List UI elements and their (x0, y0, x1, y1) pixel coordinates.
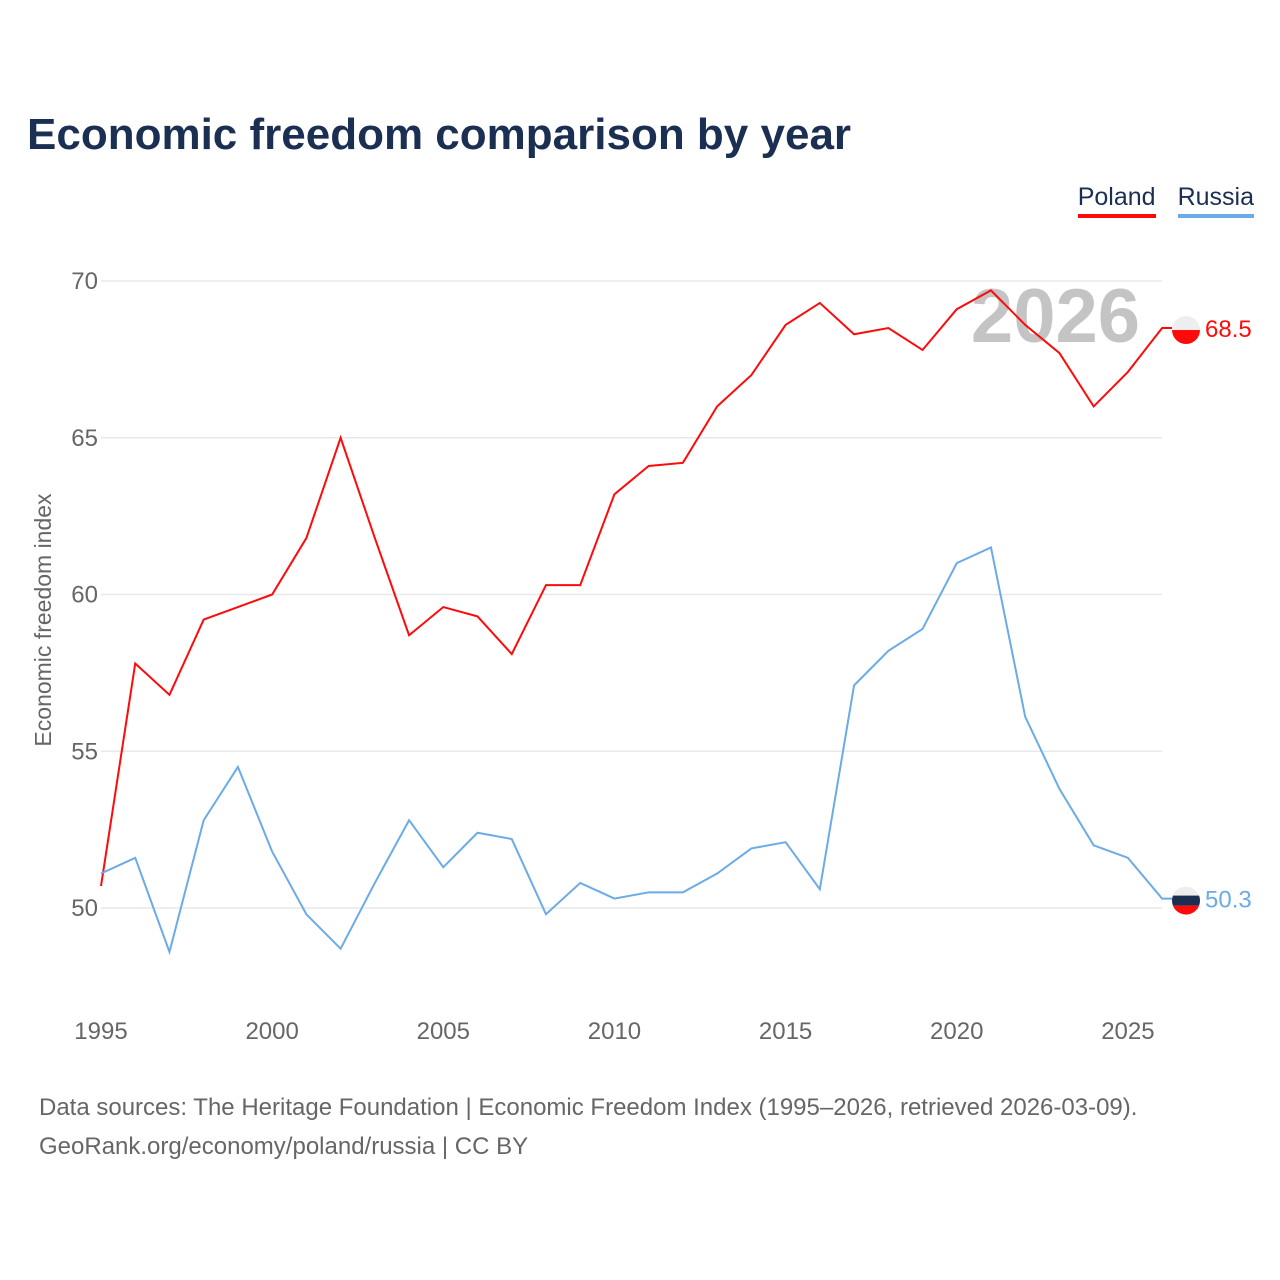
y-tick-label: 55 (71, 738, 98, 765)
data-point[interactable] (955, 561, 959, 565)
data-point[interactable] (1092, 843, 1096, 847)
data-point[interactable] (304, 536, 308, 540)
data-point[interactable] (647, 890, 651, 894)
data-point[interactable] (886, 326, 890, 330)
y-tick-label: 60 (71, 582, 98, 609)
x-tick-label: 2025 (1101, 1018, 1154, 1045)
flag-poland-icon (1172, 316, 1200, 345)
data-point[interactable] (989, 545, 993, 549)
x-tick-label: 2005 (417, 1018, 470, 1045)
data-point[interactable] (749, 846, 753, 850)
y-tick-label: 70 (71, 268, 98, 295)
data-point[interactable] (441, 865, 445, 869)
data-point[interactable] (1057, 351, 1061, 355)
y-tick-label: 65 (71, 425, 98, 452)
data-point[interactable] (1023, 323, 1027, 327)
data-point[interactable] (407, 818, 411, 822)
x-tick-label: 2000 (245, 1018, 298, 1045)
data-point[interactable] (544, 583, 548, 587)
data-point[interactable] (612, 897, 616, 901)
data-point[interactable] (510, 837, 514, 841)
data-point[interactable] (1160, 326, 1164, 330)
data-point[interactable] (852, 332, 856, 336)
source-note: Data sources: The Heritage Foundation | … (39, 1088, 1137, 1166)
data-point[interactable] (1126, 370, 1130, 374)
data-point[interactable] (441, 605, 445, 609)
data-point[interactable] (476, 614, 480, 618)
flag-russia-icon (1172, 886, 1200, 915)
data-point[interactable] (749, 373, 753, 377)
data-point[interactable] (202, 818, 206, 822)
x-tick-label: 2010 (588, 1018, 641, 1045)
data-point[interactable] (167, 693, 171, 697)
data-point[interactable] (818, 887, 822, 891)
data-point[interactable] (681, 890, 685, 894)
data-point[interactable] (955, 307, 959, 311)
y-tick-label: 50 (71, 895, 98, 922)
chart-title: Economic freedom comparison by year (27, 110, 852, 159)
data-point[interactable] (373, 881, 377, 885)
y-axis-label: Economic freedom index (30, 493, 56, 747)
data-point[interactable] (544, 912, 548, 916)
series-line-russia (100, 546, 1172, 956)
end-value-label: 68.5 (1205, 316, 1252, 343)
data-point[interactable] (1126, 856, 1130, 860)
data-point[interactable] (476, 831, 480, 835)
data-point[interactable] (715, 872, 719, 876)
data-point[interactable] (989, 288, 993, 292)
legend-poland[interactable]: Poland (1077, 183, 1156, 218)
source-line-1: Data sources: The Heritage Foundation | … (39, 1094, 1138, 1121)
data-point[interactable] (681, 461, 685, 465)
data-point[interactable] (784, 840, 788, 844)
source-line-2[interactable]: GeoRank.org/economy/poland/russia | CC B… (39, 1133, 529, 1160)
data-point[interactable] (304, 912, 308, 916)
data-point[interactable] (339, 947, 343, 951)
data-point[interactable] (886, 649, 890, 653)
x-tick-label: 2015 (759, 1018, 812, 1045)
data-point[interactable] (1023, 715, 1027, 719)
data-point[interactable] (407, 633, 411, 637)
data-point[interactable] (373, 536, 377, 540)
data-point[interactable] (1057, 787, 1061, 791)
data-point[interactable] (510, 652, 514, 656)
data-point[interactable] (167, 950, 171, 954)
data-point[interactable] (784, 323, 788, 327)
data-point[interactable] (921, 627, 925, 631)
data-point[interactable] (236, 605, 240, 609)
data-point[interactable] (339, 436, 343, 440)
data-point[interactable] (1160, 897, 1164, 901)
data-point[interactable] (270, 850, 274, 854)
data-point[interactable] (647, 464, 651, 468)
data-point[interactable] (612, 492, 616, 496)
data-point[interactable] (202, 618, 206, 622)
data-point[interactable] (133, 856, 137, 860)
x-tick-label: 2020 (930, 1018, 983, 1045)
year-watermark: 2026 (971, 274, 1140, 359)
data-point[interactable] (133, 661, 137, 665)
data-point[interactable] (1092, 404, 1096, 408)
data-point[interactable] (270, 593, 274, 597)
data-point[interactable] (99, 872, 103, 876)
x-tick-label: 1995 (74, 1018, 127, 1045)
end-value-label: 50.3 (1205, 887, 1252, 914)
legend-russia[interactable]: Russia (1177, 183, 1254, 218)
data-point[interactable] (236, 765, 240, 769)
data-point[interactable] (578, 881, 582, 885)
data-point[interactable] (578, 583, 582, 587)
legend: Poland Russia (1077, 183, 1254, 218)
data-point[interactable] (852, 683, 856, 687)
data-point[interactable] (921, 348, 925, 352)
data-point[interactable] (99, 884, 103, 888)
series-line-poland (100, 289, 1172, 887)
data-point[interactable] (818, 301, 822, 305)
data-point[interactable] (715, 404, 719, 408)
